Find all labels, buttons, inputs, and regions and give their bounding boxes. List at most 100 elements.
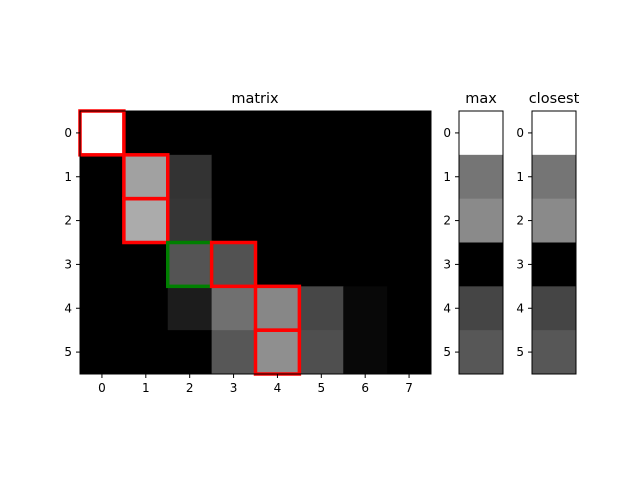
matrix-cells: [80, 111, 432, 375]
matrix-cell-0-5: [299, 111, 344, 156]
matrix-y-tick-label-4: 4: [64, 301, 72, 315]
matrix-cell-1-1: [123, 154, 169, 200]
matrix-cell-0-6: [343, 111, 388, 156]
matrix-cell-1-7: [387, 154, 432, 200]
matrix-cell-2-1: [123, 198, 169, 243]
closest-title: closest: [529, 91, 580, 107]
max-cell-2: [459, 198, 503, 243]
max-panel: max 0 1 2 3 4 5: [443, 91, 504, 375]
matrix-y-tick-label-3: 3: [64, 257, 72, 271]
matrix-cell-5-2: [167, 330, 213, 375]
matrix-panel: matrix 0 1 2 3 4 5 6 7 0 1 2 3 4 5: [64, 91, 432, 395]
matrix-cell-4-4: [255, 286, 300, 331]
closest-y-tick-label-5: 5: [516, 345, 524, 359]
matrix-cell-0-7: [387, 111, 432, 156]
matrix-cell-5-5: [299, 330, 344, 375]
max-y-ticks: 0 1 2 3 4 5: [443, 126, 459, 359]
matrix-cell-0-3: [211, 111, 256, 156]
matrix-cell-4-0: [80, 286, 125, 331]
max-y-tick-label-2: 2: [443, 214, 451, 228]
matrix-y-tick-label-2: 2: [64, 214, 72, 228]
max-y-tick-label-3: 3: [443, 257, 451, 271]
matrix-cell-3-7: [387, 242, 432, 287]
closest-frame: [531, 110, 577, 375]
matrix-cell-4-7: [387, 286, 432, 331]
matrix-cell-4-3: [211, 286, 256, 331]
closest-cells: [532, 111, 576, 375]
max-frame: [458, 110, 504, 375]
matrix-x-tick-label-0: 0: [98, 381, 106, 395]
max-cell-1: [459, 154, 503, 200]
matrix-cell-2-4: [255, 198, 300, 243]
closest-panel: closest 0 1 2 3 4 5: [516, 91, 580, 375]
matrix-cell-1-3: [211, 154, 256, 200]
max-y-tick-label-4: 4: [443, 301, 451, 315]
closest-cell-3: [532, 242, 576, 287]
matrix-frame: [79, 110, 432, 375]
max-cell-4: [459, 286, 503, 331]
matrix-cell-3-1: [123, 242, 169, 287]
matrix-cell-3-6: [343, 242, 388, 287]
matrix-x-tick-label-3: 3: [230, 381, 238, 395]
matrix-title: matrix: [231, 91, 279, 107]
closest-cell-5: [532, 330, 576, 375]
closest-y-ticks: 0 1 2 3 4 5: [516, 126, 532, 359]
max-cell-3: [459, 242, 503, 287]
max-y-tick-label-1: 1: [443, 170, 451, 184]
closest-y-tick-label-3: 3: [516, 257, 524, 271]
matrix-cell-2-6: [343, 198, 388, 243]
matrix-cell-0-0: [80, 111, 125, 156]
matrix-x-tick-label-7: 7: [405, 381, 413, 395]
matrix-x-tick-label-5: 5: [317, 381, 325, 395]
matrix-cell-3-4: [255, 242, 300, 287]
closest-y-tick-label-0: 0: [516, 126, 524, 140]
matrix-x-tick-label-1: 1: [142, 381, 150, 395]
matrix-cell-3-2: [167, 242, 213, 287]
matrix-cell-5-0: [80, 330, 125, 375]
matrix-cell-2-2: [167, 198, 213, 243]
closest-y-tick-label-1: 1: [516, 170, 524, 184]
matrix-cell-2-7: [387, 198, 432, 243]
max-cells: [459, 111, 503, 375]
matrix-cell-3-3: [211, 242, 256, 287]
matrix-cell-2-5: [299, 198, 344, 243]
max-y-tick-label-5: 5: [443, 345, 451, 359]
matrix-cell-1-0: [80, 154, 125, 200]
matrix-y-tick-label-0: 0: [64, 126, 72, 140]
matrix-cell-0-1: [123, 111, 169, 156]
matrix-cell-2-0: [80, 198, 125, 243]
closest-y-tick-label-2: 2: [516, 214, 524, 228]
matrix-cell-1-2: [167, 154, 213, 200]
closest-cell-1: [532, 154, 576, 200]
matrix-cell-5-7: [387, 330, 432, 375]
matrix-x-tick-label-2: 2: [186, 381, 194, 395]
matrix-y-ticks: 0 1 2 3 4 5: [64, 126, 80, 359]
closest-cell-0: [532, 111, 576, 156]
matrix-cell-2-3: [211, 198, 256, 243]
matrix-highlight-2: [122, 196, 170, 245]
matrix-cell-4-5: [299, 286, 344, 331]
matrix-cell-0-4: [255, 111, 300, 156]
max-cell-0: [459, 111, 503, 156]
matrix-cell-5-1: [123, 330, 169, 375]
max-title: max: [465, 91, 497, 107]
max-y-tick-label-0: 0: [443, 126, 451, 140]
matrix-cell-4-2: [167, 286, 213, 331]
matrix-x-ticks: 0 1 2 3 4 5 6 7: [98, 374, 413, 395]
matrix-y-tick-label-5: 5: [64, 345, 72, 359]
max-cell-5: [459, 330, 503, 375]
closest-y-tick-label-4: 4: [516, 301, 524, 315]
closest-cell-4: [532, 286, 576, 331]
matrix-cell-4-1: [123, 286, 169, 331]
matrix-highlight-4: [209, 240, 258, 289]
matrix-cell-5-3: [211, 330, 256, 375]
matrix-cell-3-0: [80, 242, 125, 287]
matrix-cell-3-5: [299, 242, 344, 287]
matrix-cell-5-6: [343, 330, 388, 375]
matrix-x-tick-label-6: 6: [361, 381, 369, 395]
matrix-cell-0-2: [167, 111, 213, 156]
matrix-cell-1-6: [343, 154, 388, 200]
matrix-cell-4-6: [343, 286, 388, 331]
matrix-x-tick-label-4: 4: [274, 381, 282, 395]
